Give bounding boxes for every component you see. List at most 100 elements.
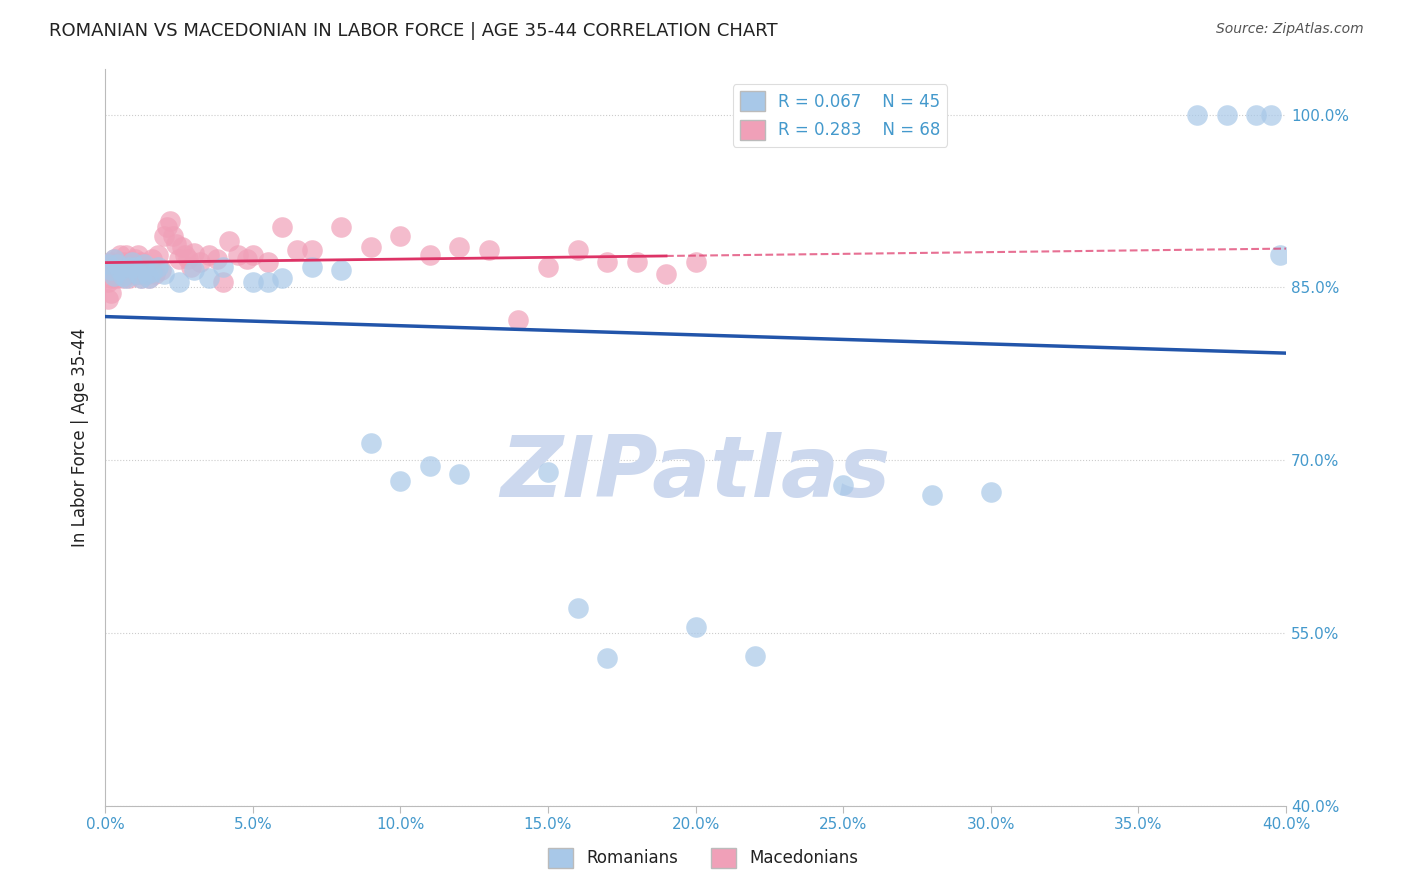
- Point: [129, 255, 152, 269]
- Legend: R = 0.067    N = 45, R = 0.283    N = 68: R = 0.067 N = 45, R = 0.283 N = 68: [733, 84, 948, 146]
- Point: [132, 257, 155, 271]
- Point: [150, 263, 173, 277]
- Point: [124, 252, 146, 266]
- Point: [103, 268, 125, 283]
- Point: [449, 467, 471, 481]
- Point: [419, 458, 441, 473]
- Point: [97, 292, 120, 306]
- Point: [537, 465, 560, 479]
- Point: [389, 474, 412, 488]
- Point: [360, 240, 382, 254]
- Point: [97, 257, 120, 271]
- Point: [1260, 107, 1282, 121]
- Point: [138, 271, 160, 285]
- Point: [256, 275, 278, 289]
- Point: [301, 244, 323, 258]
- Point: [124, 260, 146, 274]
- Y-axis label: In Labor Force | Age 35-44: In Labor Force | Age 35-44: [72, 327, 89, 547]
- Point: [127, 267, 149, 281]
- Point: [212, 275, 235, 289]
- Point: [596, 255, 619, 269]
- Point: [180, 260, 202, 274]
- Point: [271, 271, 294, 285]
- Point: [118, 271, 141, 285]
- Point: [105, 257, 128, 271]
- Point: [127, 267, 149, 281]
- Point: [118, 260, 141, 274]
- Text: Source: ZipAtlas.com: Source: ZipAtlas.com: [1216, 22, 1364, 37]
- Point: [921, 488, 943, 502]
- Point: [105, 271, 128, 285]
- Point: [121, 263, 143, 277]
- Point: [1187, 107, 1209, 121]
- Point: [111, 255, 134, 269]
- Point: [330, 220, 353, 235]
- Point: [183, 263, 205, 277]
- Point: [167, 252, 190, 266]
- Point: [226, 248, 249, 262]
- Point: [148, 248, 170, 262]
- Point: [108, 248, 131, 262]
- Point: [832, 478, 855, 492]
- Point: [170, 240, 193, 254]
- Point: [242, 248, 264, 262]
- Point: [285, 244, 308, 258]
- Point: [108, 263, 131, 277]
- Point: [449, 240, 471, 254]
- Point: [256, 255, 278, 269]
- Point: [744, 648, 766, 663]
- Point: [197, 271, 219, 285]
- Point: [148, 260, 170, 274]
- Point: [360, 435, 382, 450]
- Point: [97, 275, 120, 289]
- Point: [135, 267, 157, 281]
- Point: [129, 271, 152, 285]
- Point: [242, 275, 264, 289]
- Point: [1268, 248, 1291, 262]
- Point: [141, 252, 163, 266]
- Point: [115, 267, 138, 281]
- Point: [127, 248, 149, 262]
- Point: [153, 228, 176, 243]
- Point: [655, 267, 678, 281]
- Point: [156, 220, 179, 235]
- Point: [685, 255, 707, 269]
- Point: [389, 228, 412, 243]
- Point: [100, 263, 122, 277]
- Point: [100, 286, 122, 301]
- Point: [100, 255, 122, 269]
- Point: [162, 228, 184, 243]
- Point: [197, 248, 219, 262]
- Point: [145, 267, 167, 281]
- Point: [567, 600, 589, 615]
- Point: [1216, 107, 1239, 121]
- Point: [183, 245, 205, 260]
- Point: [103, 267, 125, 281]
- Legend: Romanians, Macedonians: Romanians, Macedonians: [541, 841, 865, 875]
- Point: [478, 244, 501, 258]
- Point: [129, 271, 152, 285]
- Point: [105, 257, 128, 271]
- Point: [419, 248, 441, 262]
- Point: [174, 248, 197, 262]
- Point: [103, 252, 125, 266]
- Point: [271, 220, 294, 235]
- Point: [626, 255, 648, 269]
- Point: [111, 268, 134, 283]
- Point: [121, 255, 143, 269]
- Point: [100, 271, 122, 285]
- Point: [115, 271, 138, 285]
- Point: [596, 651, 619, 665]
- Point: [212, 260, 235, 274]
- Point: [118, 255, 141, 269]
- Point: [508, 312, 530, 326]
- Point: [218, 234, 240, 248]
- Point: [567, 244, 589, 258]
- Point: [330, 263, 353, 277]
- Point: [141, 265, 163, 279]
- Point: [97, 257, 120, 271]
- Point: [165, 236, 187, 251]
- Point: [301, 260, 323, 274]
- Text: ZIPatlas: ZIPatlas: [501, 433, 891, 516]
- Text: ROMANIAN VS MACEDONIAN IN LABOR FORCE | AGE 35-44 CORRELATION CHART: ROMANIAN VS MACEDONIAN IN LABOR FORCE | …: [49, 22, 778, 40]
